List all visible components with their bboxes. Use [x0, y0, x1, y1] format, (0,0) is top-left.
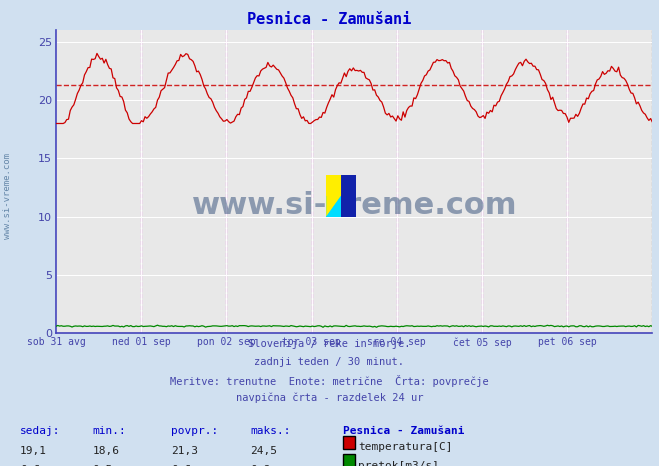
Text: maks.:: maks.: [250, 426, 291, 436]
Text: min.:: min.: [92, 426, 126, 436]
Bar [326, 196, 341, 217]
Text: 0,8: 0,8 [250, 465, 271, 466]
Text: Pesnica - Zamušani: Pesnica - Zamušani [343, 426, 464, 436]
Polygon shape [326, 175, 341, 217]
Text: Meritve: trenutne  Enote: metrične  Črta: povprečje: Meritve: trenutne Enote: metrične Črta: … [170, 375, 489, 387]
Text: 0,6: 0,6 [20, 465, 40, 466]
Text: www.si-vreme.com: www.si-vreme.com [192, 192, 517, 220]
Polygon shape [341, 175, 356, 217]
Text: navpična črta - razdelek 24 ur: navpična črta - razdelek 24 ur [236, 392, 423, 403]
Text: temperatura[C]: temperatura[C] [358, 442, 453, 452]
Text: Pesnica - Zamušani: Pesnica - Zamušani [247, 12, 412, 27]
Text: Slovenija / reke in morje.: Slovenija / reke in morje. [248, 339, 411, 349]
Text: sedaj:: sedaj: [20, 426, 60, 436]
Text: 0,5: 0,5 [92, 465, 113, 466]
Polygon shape [326, 196, 341, 217]
Text: 21,3: 21,3 [171, 446, 198, 456]
Text: pretok[m3/s]: pretok[m3/s] [358, 461, 440, 466]
Text: 0,6: 0,6 [171, 465, 192, 466]
Text: 24,5: 24,5 [250, 446, 277, 456]
Text: www.si-vreme.com: www.si-vreme.com [3, 153, 13, 239]
Text: 18,6: 18,6 [92, 446, 119, 456]
Text: 19,1: 19,1 [20, 446, 47, 456]
Bar [326, 175, 341, 196]
Text: zadnji teden / 30 minut.: zadnji teden / 30 minut. [254, 357, 405, 367]
Text: povpr.:: povpr.: [171, 426, 219, 436]
